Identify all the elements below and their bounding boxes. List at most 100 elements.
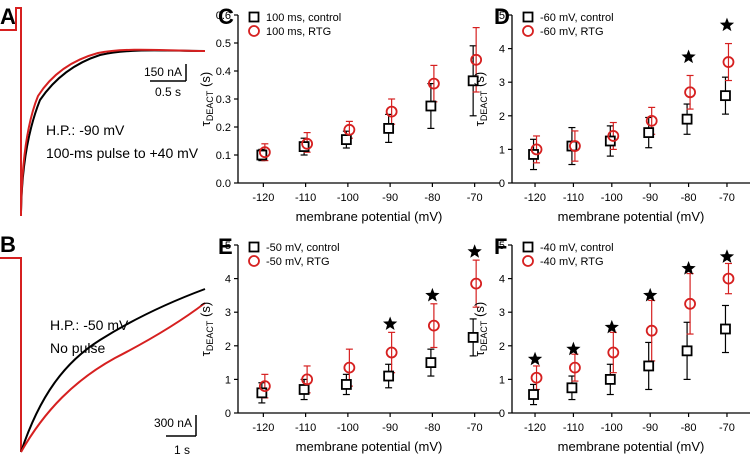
legend-label-d: -60 mV, RTG xyxy=(540,26,604,38)
y-axis-label-symbol-c: τ xyxy=(198,120,213,126)
y-tick-label-e: 0 xyxy=(225,408,231,420)
y-tick-label-f: 5 xyxy=(499,240,505,252)
significance-star-d xyxy=(681,49,696,64)
data-point-control-f xyxy=(566,382,578,394)
y-tick-label-d: 1 xyxy=(499,144,505,156)
y-axis-label-c: τDEACT (s) xyxy=(198,72,215,126)
data-point-control-d xyxy=(681,113,693,125)
panel-letter-e: E xyxy=(218,234,233,259)
significance-star-e xyxy=(467,244,482,258)
data-point-control-c xyxy=(467,75,479,87)
significance-star-f xyxy=(527,351,543,366)
voltage-step-a xyxy=(0,7,22,216)
data-point-rtg-c xyxy=(427,77,440,90)
y-axis-label-unit-c: (s) xyxy=(198,72,213,91)
y-tick-label-f: 2 xyxy=(499,341,505,353)
legend-marker-rtg-e xyxy=(248,255,260,267)
chart-f: F 0 1 2 3 4 5 -120 -110 -100 -90 -80 -70 membrane pot… xyxy=(472,234,750,454)
data-point-rtg-f xyxy=(530,371,543,384)
y-axis-label-unit-d: (s) xyxy=(472,72,487,91)
data-point-rtg-d xyxy=(607,130,620,142)
annotation-b-line1: H.P.: -50 mV xyxy=(50,317,129,333)
data-point-rtg-d xyxy=(530,143,543,156)
x-tick-label-e: -110 xyxy=(295,422,316,434)
panel-letter-f: F xyxy=(494,234,507,259)
chart-e: E 0 1 2 3 4 5 -120 -110 -100 -90 -80 -70 membrane pot… xyxy=(198,234,500,454)
significance-star-f xyxy=(681,261,696,275)
x-tick-label-e: -90 xyxy=(382,422,398,434)
annotation-b-line2: No pulse xyxy=(50,340,105,356)
x-tick-label-f: -110 xyxy=(563,422,584,434)
x-tick-label-e: -120 xyxy=(252,422,274,434)
data-point-rtg-c xyxy=(343,123,356,136)
data-point-rtg-c xyxy=(301,137,314,150)
y-tick-label-e: 4 xyxy=(225,274,231,286)
voltage-step-b xyxy=(0,257,22,452)
y-axis-label-symbol-e: τ xyxy=(198,350,213,356)
data-point-control-c xyxy=(340,134,352,146)
y-axis-label-symbol-d: τ xyxy=(472,120,487,126)
data-point-rtg-c xyxy=(470,53,483,66)
data-point-rtg-e xyxy=(427,319,440,332)
y-tick-label-c: 0.3 xyxy=(216,94,231,106)
y-axis-label-unit-e: (s) xyxy=(198,302,213,321)
x-tick-label-d: -80 xyxy=(681,192,697,204)
chart-d: D 0 1 2 3 4 5 -120 -110 -100 -90 -80 -70 membrane pot… xyxy=(472,4,750,224)
scale-label-time-a: 0.5 s xyxy=(155,85,181,99)
y-tick-label-e: 2 xyxy=(225,341,231,353)
data-point-control-d xyxy=(643,127,655,139)
x-tick-label-f: -120 xyxy=(524,422,546,434)
data-point-rtg-d xyxy=(722,56,735,68)
y-tick-label-c: 0.0 xyxy=(216,178,231,190)
significance-star-d xyxy=(719,17,735,32)
x-tick-label-c: -90 xyxy=(382,192,398,204)
legend-marker-control-f xyxy=(522,241,534,253)
trace-a-rtg xyxy=(20,48,206,213)
y-tick-label-e: 3 xyxy=(225,307,231,319)
scale-label-time-b: 1 s xyxy=(174,443,190,457)
data-point-rtg-e xyxy=(470,277,483,290)
x-tick-label-d: -120 xyxy=(524,192,546,204)
y-tick-label-f: 0 xyxy=(499,408,505,420)
y-tick-label-f: 1 xyxy=(499,374,505,386)
legend-marker-rtg-d xyxy=(522,25,534,37)
x-tick-label-d: -70 xyxy=(719,192,735,204)
y-tick-label-f: 4 xyxy=(499,274,505,286)
data-point-control-f xyxy=(528,389,539,400)
y-axis-label-sub-f: DEACT xyxy=(479,320,489,351)
significance-star-f xyxy=(643,287,658,302)
y-axis-label-sub-c: DEACT xyxy=(205,90,215,121)
y-tick-label-d: 2 xyxy=(499,111,505,123)
legend-marker-control-e xyxy=(248,241,260,253)
y-axis-label-sub-d: DEACT xyxy=(479,90,489,121)
significance-star-f xyxy=(566,341,581,356)
data-point-rtg-f xyxy=(684,297,696,310)
annotation-a-line2: 100-ms pulse to +40 mV xyxy=(46,145,199,161)
y-tick-label-e: 5 xyxy=(225,240,231,252)
x-tick-label-c: -100 xyxy=(337,192,359,204)
data-point-control-d xyxy=(720,90,731,102)
y-tick-label-d: 5 xyxy=(499,10,505,22)
legend-marker-control-c xyxy=(248,11,260,23)
data-point-control-e xyxy=(467,331,479,343)
data-point-rtg-d xyxy=(645,114,658,127)
legend-label-e: -50 mV, control xyxy=(266,242,340,254)
y-axis-label-e: τDEACT (s) xyxy=(198,302,215,356)
x-tick-label-c: -120 xyxy=(252,192,274,204)
x-tick-label-c: -70 xyxy=(467,192,483,204)
panel-letter-d: D xyxy=(494,4,510,29)
data-point-rtg-e xyxy=(385,346,398,359)
y-axis-label-unit-f: (s) xyxy=(472,302,487,321)
significance-star-f xyxy=(604,319,619,334)
y-tick-label-c: 0.4 xyxy=(216,66,231,78)
y-axis-label-symbol-f: τ xyxy=(472,350,487,356)
data-point-control-f xyxy=(720,323,731,335)
data-point-rtg-e xyxy=(301,373,314,386)
data-point-control-c xyxy=(425,100,437,112)
panel-a: A 150 nA 0.5 s H.P.: -90 mV 100-ms pulse… xyxy=(0,4,206,216)
x-axis-label-e: membrane potential (mV) xyxy=(296,439,443,454)
data-point-control-f xyxy=(604,373,616,385)
legend-marker-rtg-c xyxy=(248,25,260,37)
data-point-control-e xyxy=(298,384,310,395)
data-point-rtg-d xyxy=(569,140,581,152)
